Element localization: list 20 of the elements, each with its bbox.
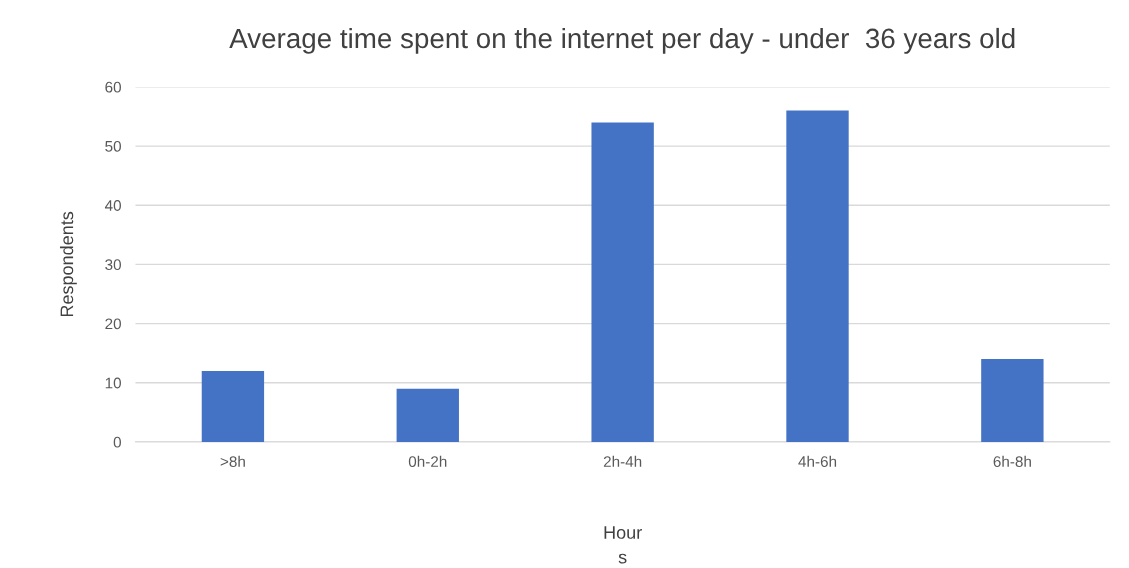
x-tick-label: 2h-4h <box>603 455 642 467</box>
y-tick-label: 50 <box>105 140 121 152</box>
x-axis-title: Hour s <box>604 526 642 564</box>
y-tick-label: 10 <box>105 377 121 389</box>
x-tick-label: 0h-2h <box>408 455 447 468</box>
y-tick-label: 60 <box>105 81 121 93</box>
bar <box>201 370 265 442</box>
x-tick-label: 4h-6h <box>798 455 837 468</box>
chart-title: Average time spent on the internet per day - under 36 years old <box>229 27 1015 54</box>
bar <box>981 359 1044 442</box>
y-tick-label: 20 <box>105 318 121 330</box>
bar <box>591 122 654 442</box>
y-tick-label: 30 <box>105 259 121 271</box>
x-tick-label: 6h-8h <box>993 455 1031 468</box>
y-tick-label: 0 <box>113 436 121 448</box>
bar <box>396 388 459 442</box>
y-axis-title: Respondents <box>59 211 77 317</box>
y-tick-label: 40 <box>104 200 121 211</box>
x-tick-label: >8h <box>220 455 245 468</box>
bar <box>786 110 849 442</box>
